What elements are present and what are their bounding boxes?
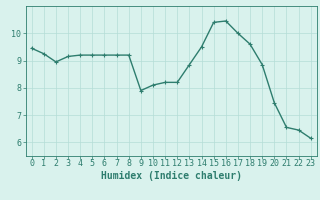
X-axis label: Humidex (Indice chaleur): Humidex (Indice chaleur)	[101, 171, 242, 181]
